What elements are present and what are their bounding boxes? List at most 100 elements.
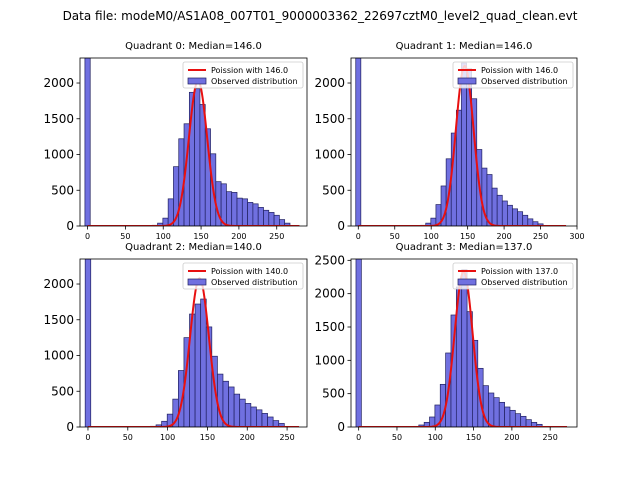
quadrant-3-axes-frame <box>350 258 578 428</box>
histogram-bar <box>507 204 513 226</box>
y-tick-label: 2000 <box>314 76 345 90</box>
histogram-bar <box>512 208 518 226</box>
x-tick-label: 0 <box>85 433 90 442</box>
histogram-bar <box>279 219 286 226</box>
histogram-bar <box>233 393 241 427</box>
x-tick-label: 200 <box>504 433 519 442</box>
x-tick-label: 200 <box>496 232 511 241</box>
y-tick-label: 1500 <box>314 112 345 126</box>
histogram-bar <box>252 203 259 226</box>
quadrant-0-title: Quadrant 0: Median=146.0 <box>125 41 262 52</box>
quadrant-0-panel: Quadrant 0: Median=146.00500100015002000… <box>43 41 308 241</box>
quadrant-3-plot-area <box>355 259 568 427</box>
x-tick-label: 250 <box>533 232 548 241</box>
histogram-bar-zero <box>355 259 362 427</box>
y-tick-label: 1000 <box>43 148 74 162</box>
x-tick-label: 150 <box>466 433 481 442</box>
histogram-bar <box>520 415 527 427</box>
y-tick-label: 500 <box>322 387 345 401</box>
x-tick-label: 50 <box>390 232 400 241</box>
quadrant-3-legend: Poission with 137.0 Observed distribution <box>452 262 574 290</box>
quadrant-3-panel: Quadrant 3: Median=137.00500100015002000… <box>314 242 578 442</box>
y-tick-label: 500 <box>51 183 74 197</box>
histogram-bar <box>250 406 257 427</box>
legend-poisson-label: Poission with 137.0 <box>481 267 558 276</box>
legend-bar-swatch <box>187 278 207 286</box>
quadrant-1-axes-frame <box>350 57 578 227</box>
histogram-bar <box>231 192 238 226</box>
quadrant-0-legend: Poission with 146.0 Observed distribution <box>182 61 304 89</box>
histogram-bar <box>200 298 207 427</box>
y-tick-label: 1500 <box>43 313 74 327</box>
quadrant-2-legend: Poission with 140.0 Observed distribution <box>182 262 304 290</box>
quadrant-1-panel: Quadrant 1: Median=146.00500100015002000… <box>314 41 584 241</box>
quadrant-2-axes-frame <box>79 258 308 428</box>
x-tick-label: 150 <box>193 232 208 241</box>
quadrant-3-title: Quadrant 3: Median=137.0 <box>396 242 533 253</box>
histogram-bar <box>228 386 235 427</box>
y-tick-label: 0 <box>337 219 345 233</box>
y-tick-label: 0 <box>337 420 345 434</box>
legend-bar-swatch <box>457 77 477 85</box>
quadrant-2-plot-area <box>84 259 300 427</box>
x-tick-label: 100 <box>160 433 175 442</box>
x-tick-label: 50 <box>120 232 130 241</box>
histogram-bar <box>509 409 516 427</box>
histogram-bar <box>517 211 524 226</box>
y-tick-label: 2000 <box>314 287 345 301</box>
histogram-bar <box>493 397 500 427</box>
legend-observed-label: Observed distribution <box>211 278 298 287</box>
histogram-bar <box>284 222 291 226</box>
histogram-bar <box>247 202 254 226</box>
x-tick-label: 250 <box>279 433 294 442</box>
x-tick-label: 250 <box>543 433 558 442</box>
y-tick-label: 500 <box>322 183 345 197</box>
y-tick-label: 1000 <box>314 353 345 367</box>
x-tick-label: 50 <box>392 433 402 442</box>
legend-poisson-label: Poission with 146.0 <box>211 66 288 75</box>
histogram-bar <box>498 401 505 427</box>
x-tick-label: 100 <box>424 232 439 241</box>
histogram-bar <box>236 197 243 226</box>
y-tick-label: 1000 <box>314 148 345 162</box>
histogram-bar <box>268 212 275 226</box>
histogram-bar <box>488 392 495 427</box>
histogram-bar <box>491 187 498 226</box>
poisson-curve <box>87 277 300 427</box>
x-tick-label: 100 <box>428 433 443 442</box>
x-tick-label: 200 <box>240 433 255 442</box>
x-tick-label: 150 <box>460 232 475 241</box>
quadrant-2-panel: Quadrant 2: Median=140.00500100015002000… <box>43 242 308 442</box>
y-tick-label: 1000 <box>43 349 74 363</box>
x-tick-label: 100 <box>156 232 171 241</box>
x-tick-label: 0 <box>85 232 90 241</box>
histogram-bar <box>194 303 202 427</box>
quadrant-2-title: Quadrant 2: Median=140.0 <box>125 242 262 253</box>
legend-box <box>182 262 304 290</box>
histogram-bar <box>525 419 532 427</box>
quadrant-1-legend: Poission with 146.0 Observed distribution <box>452 61 574 89</box>
poisson-curve <box>87 79 300 226</box>
histogram-bar <box>514 413 522 427</box>
histogram-bar <box>527 218 534 226</box>
histogram-bar <box>278 423 285 427</box>
histogram-bar <box>257 207 264 226</box>
histogram-bar <box>461 269 468 427</box>
y-tick-label: 0 <box>66 219 74 233</box>
x-tick-label: 0 <box>356 433 361 442</box>
legend-box <box>452 61 574 89</box>
legend-observed-label: Observed distribution <box>211 77 298 86</box>
legend-bar-swatch <box>187 77 207 85</box>
y-tick-label: 500 <box>51 384 74 398</box>
x-tick-label: 50 <box>123 433 133 442</box>
histogram-bar <box>194 88 201 226</box>
histogram-bar-zero <box>355 58 362 226</box>
histogram-bar <box>486 174 493 226</box>
histogram-bar <box>256 409 263 427</box>
legend-box <box>182 61 304 89</box>
histogram-bar-zero <box>84 58 91 226</box>
histogram-bar <box>244 403 252 427</box>
x-tick-label: 0 <box>356 232 361 241</box>
legend-poisson-label: Poission with 146.0 <box>481 66 558 75</box>
